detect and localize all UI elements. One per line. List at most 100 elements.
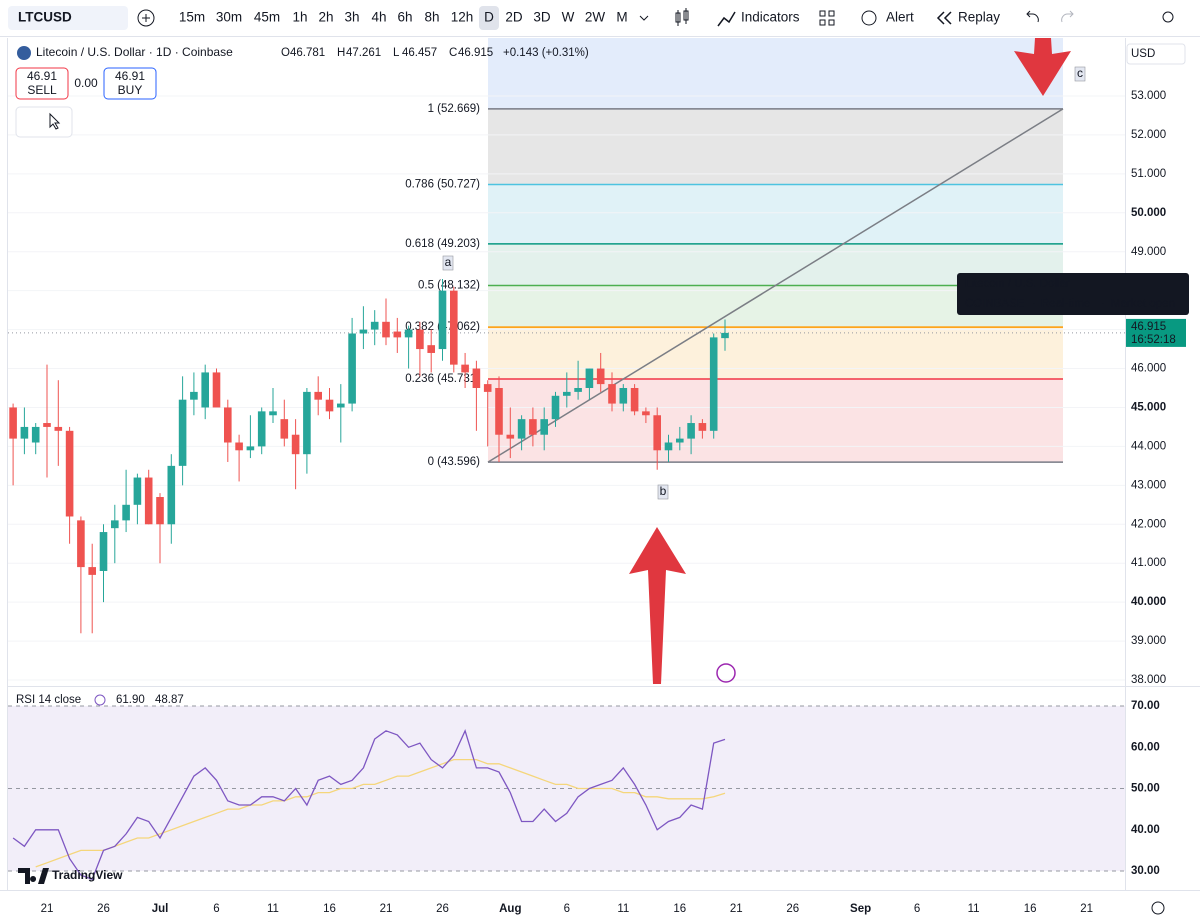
symbol-box[interactable] [8, 6, 128, 30]
buy-label[interactable]: BUY [118, 83, 143, 97]
candle-type-icon[interactable] [675, 8, 689, 26]
rsi-title: RSI 14 close [16, 694, 81, 706]
candle-body [201, 372, 209, 408]
sell-price[interactable]: 46.91 [27, 69, 57, 83]
buy-price[interactable]: 46.91 [115, 69, 145, 83]
interval-button[interactable]: 30m [216, 10, 242, 25]
fib-label: 0.786 (50.727) [405, 179, 480, 191]
candle-body [619, 388, 628, 404]
candle-body [438, 290, 447, 350]
currency-label[interactable]: USD [1131, 48, 1155, 60]
candle-body [178, 399, 187, 466]
candle-body [709, 337, 718, 431]
indicators-button[interactable]: Indicators [741, 10, 800, 25]
rsi-settings-icon[interactable] [94, 694, 106, 706]
tooltip-box [957, 273, 1189, 315]
candle-body [314, 391, 322, 400]
candle-body [495, 388, 503, 435]
sell-button[interactable] [15, 67, 69, 100]
wave-label: a [445, 255, 452, 269]
drawing-toolbar[interactable] [15, 106, 73, 138]
alert-icon[interactable] [861, 10, 877, 26]
interval-button[interactable]: W [562, 10, 575, 25]
y-tick-label: 51.000 [1131, 168, 1166, 180]
undo-icon[interactable] [1026, 10, 1039, 23]
y-tick-label: 39.000 [1131, 635, 1166, 647]
candle-body [20, 426, 29, 439]
wave-label: b [660, 484, 667, 498]
buy-button[interactable] [103, 67, 157, 100]
candle-body [461, 364, 469, 373]
candle-body [642, 411, 650, 416]
indicators-icon[interactable] [717, 11, 736, 27]
rsi-tick-label: 60.00 [1131, 741, 1160, 753]
symbol[interactable]: LTCUSD [18, 10, 72, 25]
replay-button[interactable]: Replay [958, 10, 1000, 25]
candle-body [325, 399, 334, 412]
candle-body [551, 395, 560, 420]
candle-body [167, 465, 176, 525]
y-tick-label: 49.000 [1131, 246, 1166, 258]
x-tick-label: 21 [1080, 903, 1093, 915]
interval-button[interactable]: 2W [585, 10, 606, 25]
candle-body [257, 411, 266, 447]
settings-icon[interactable] [1151, 901, 1165, 915]
countdown-label: 16:52:18 [1131, 334, 1176, 346]
candle-body [9, 407, 17, 439]
currency-box[interactable] [1126, 43, 1186, 65]
interval-button[interactable]: 2h [318, 10, 333, 25]
candle-body [212, 372, 221, 408]
rsi-band [8, 706, 1125, 871]
rsi-tick-label: 40.00 [1131, 824, 1160, 836]
last-price-label: 46.915 [1131, 321, 1166, 333]
candle-body [269, 411, 277, 416]
replay-icon[interactable] [936, 11, 952, 25]
interval-button[interactable]: D [484, 10, 494, 25]
candle-body [303, 391, 311, 455]
candle-body [698, 423, 707, 431]
cursor-icon[interactable] [49, 112, 61, 130]
redo-icon[interactable] [1061, 10, 1074, 23]
candle-body [156, 497, 164, 525]
fib-zone [488, 184, 1063, 244]
rsi-tick-label: 70.00 [1131, 700, 1160, 712]
candle-body [416, 329, 424, 350]
fib-label: 0.236 (45.731) [405, 373, 480, 385]
candle-body [608, 384, 616, 404]
y-tick-label: 46.000 [1131, 363, 1166, 375]
candle-body [77, 520, 85, 568]
candle-body [65, 430, 74, 517]
candle-body [291, 434, 300, 455]
interval-button[interactable]: 8h [424, 10, 439, 25]
add-symbol-icon[interactable] [137, 9, 155, 27]
candle-body [382, 321, 390, 338]
active-interval-bg [479, 6, 499, 30]
interval-button[interactable]: 3D [533, 10, 551, 25]
arrow-down [1014, 38, 1071, 96]
candle-body [721, 332, 729, 339]
alert-button[interactable]: Alert [886, 10, 914, 25]
x-tick-label: Jul [152, 903, 169, 915]
candle-body [348, 333, 356, 404]
interval-button[interactable]: 12h [451, 10, 474, 25]
interval-button[interactable]: 3h [344, 10, 359, 25]
interval-button[interactable]: M [616, 10, 627, 25]
interval-button[interactable]: 1h [292, 10, 307, 25]
interval-button[interactable]: 6h [397, 10, 412, 25]
y-tick-label: 38.000 [1131, 674, 1166, 686]
tooltip-sep: · [1032, 298, 1036, 310]
interval-button[interactable]: 45m [254, 10, 280, 25]
layout-icon[interactable] [819, 10, 835, 26]
candle-body [235, 442, 243, 451]
interval-button[interactable]: 2D [505, 10, 523, 25]
interval-button[interactable]: 4h [371, 10, 386, 25]
search-icon[interactable] [1162, 11, 1174, 23]
x-tick-label: 16 [323, 903, 336, 915]
tooltip-status: Market open [1111, 298, 1175, 310]
fib-label: 0.618 (49.203) [405, 238, 480, 250]
interval-button[interactable]: 15m [179, 10, 205, 25]
fib-top-zone [488, 38, 1063, 109]
sell-label[interactable]: SELL [27, 83, 57, 97]
fib-zone [488, 108, 1063, 185]
